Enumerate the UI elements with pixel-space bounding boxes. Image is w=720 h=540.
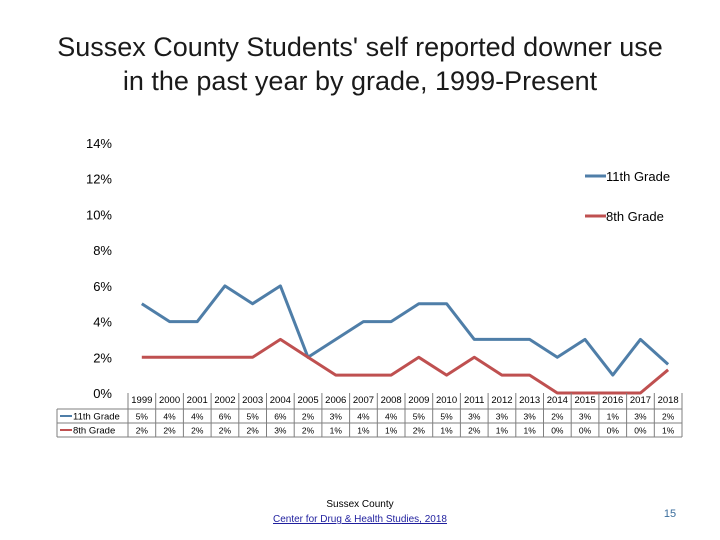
table-cell: 2% — [302, 412, 315, 422]
table-cell: 3% — [496, 412, 509, 422]
table-cell: 2% — [247, 426, 260, 436]
table-cell: 4% — [385, 412, 398, 422]
x-tick-label: 2009 — [408, 395, 429, 406]
table-cell: 1% — [496, 426, 509, 436]
x-tick-label: 2005 — [297, 395, 318, 406]
table-cell: 2% — [551, 412, 564, 422]
table-cell: 2% — [219, 426, 232, 436]
table-row-label: 11th Grade — [73, 412, 120, 423]
legend-label: 8th Grade — [606, 209, 664, 224]
table-cell: 1% — [524, 426, 537, 436]
x-tick-label: 2002 — [214, 395, 235, 406]
table-cell: 5% — [413, 412, 426, 422]
x-tick-label: 2013 — [519, 395, 540, 406]
footer: Sussex County Center for Drug & Health S… — [260, 497, 460, 527]
y-tick-label: 4% — [93, 315, 112, 330]
table-cell: 0% — [634, 426, 647, 436]
x-tick-label: 2016 — [602, 395, 623, 406]
table-cell: 4% — [357, 412, 370, 422]
table-cell: 0% — [551, 426, 564, 436]
table-cell: 5% — [136, 412, 149, 422]
x-tick-label: 1999 — [131, 395, 152, 406]
y-tick-label: 12% — [86, 172, 112, 187]
table-cell: 2% — [662, 412, 675, 422]
y-tick-label: 10% — [86, 207, 112, 222]
x-tick-label: 2011 — [464, 395, 484, 406]
table-cell: 3% — [579, 412, 592, 422]
x-tick-label: 2001 — [187, 395, 208, 406]
page-number: 15 — [663, 508, 677, 520]
table-cell: 3% — [330, 412, 343, 422]
x-tick-label: 2006 — [325, 395, 346, 406]
table-cell: 2% — [413, 426, 426, 436]
table-cell: 3% — [468, 412, 481, 422]
legend-label: 11th Grade — [606, 169, 670, 184]
table-cell: 0% — [607, 426, 620, 436]
table-cell: 1% — [385, 426, 398, 436]
x-tick-label: 2018 — [658, 395, 679, 406]
chart-title: Sussex County Students' self reported do… — [0, 30, 720, 98]
x-tick-label: 2008 — [381, 395, 402, 406]
x-tick-label: 2003 — [242, 395, 263, 406]
table-cell: 1% — [662, 426, 675, 436]
y-tick-label: 2% — [93, 350, 112, 365]
table-cell: 2% — [191, 426, 204, 436]
chart-title-line-2: in the past year by grade, 1999-Present — [122, 66, 598, 96]
table-cell: 6% — [219, 412, 232, 422]
x-tick-label: 2004 — [270, 395, 291, 406]
table-cell: 5% — [247, 412, 260, 422]
x-tick-label: 2007 — [353, 395, 374, 406]
footer-source: Sussex County — [326, 499, 394, 510]
x-tick-label: 2017 — [630, 395, 651, 406]
table-cell: 4% — [191, 412, 204, 422]
footer-link[interactable]: Center for Drug & Health Studies, 2018 — [273, 514, 447, 525]
table-cell: 2% — [136, 426, 149, 436]
table-cell: 2% — [302, 426, 315, 436]
chart-title-line-1: Sussex County Students' self reported do… — [57, 32, 663, 62]
x-tick-label: 2000 — [159, 395, 180, 406]
table-cell: 3% — [634, 412, 647, 422]
series-line-grade-8 — [141, 337, 670, 395]
x-tick-label: 2014 — [547, 395, 568, 406]
table-cell: 5% — [440, 412, 453, 422]
table-row-label: 8th Grade — [73, 426, 115, 437]
y-tick-label: 0% — [93, 386, 112, 401]
y-tick-label: 14% — [86, 136, 112, 151]
y-tick-label: 6% — [93, 279, 112, 294]
table-cell: 2% — [468, 426, 481, 436]
table-cell: 1% — [440, 426, 453, 436]
series-line-grade-11 — [140, 284, 670, 377]
table-cell: 0% — [579, 426, 592, 436]
table-cell: 1% — [357, 426, 370, 436]
x-tick-label: 2012 — [491, 395, 512, 406]
x-tick-label: 2010 — [436, 395, 457, 406]
table-cell: 3% — [274, 426, 287, 436]
table-cell: 2% — [163, 426, 176, 436]
table-cell: 4% — [163, 412, 176, 422]
table-cell: 3% — [524, 412, 537, 422]
table-cell: 1% — [607, 412, 620, 422]
table-cell: 6% — [274, 412, 287, 422]
y-tick-label: 8% — [93, 243, 112, 258]
x-tick-label: 2015 — [574, 395, 595, 406]
table-cell: 1% — [330, 426, 343, 436]
